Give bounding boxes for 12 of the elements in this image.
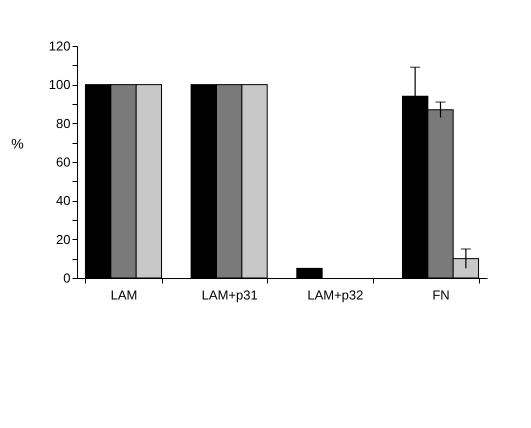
y-tick-label: 20 [56, 232, 70, 247]
x-tick-label: LAM [110, 288, 138, 302]
y-tick-label: 0 [63, 270, 70, 286]
y-tick-label: 100 [48, 77, 70, 92]
x-tick-label: FN [432, 288, 450, 302]
y-tick-label: 80 [56, 116, 70, 131]
y-axis-title: % [11, 136, 24, 152]
y-tick-label: 40 [56, 193, 70, 208]
y-tick-label: 120 [48, 38, 70, 54]
y-tick-label: 60 [56, 154, 70, 170]
x-tick-label: LAM+p32 [307, 288, 364, 302]
x-tick-label: LAM+p31 [202, 288, 258, 302]
